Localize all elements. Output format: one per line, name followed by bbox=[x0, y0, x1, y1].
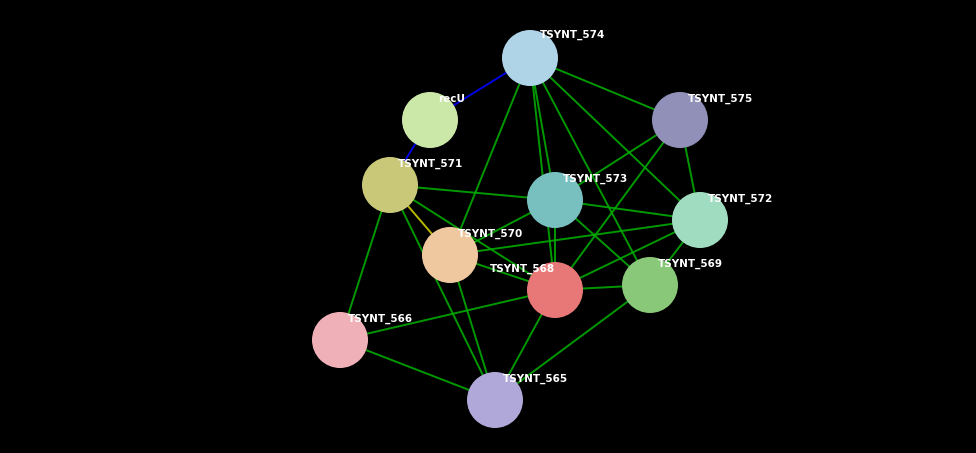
Circle shape bbox=[467, 372, 523, 428]
Circle shape bbox=[527, 172, 583, 228]
Text: TSYNT_571: TSYNT_571 bbox=[398, 159, 464, 169]
Text: TSYNT_570: TSYNT_570 bbox=[458, 229, 523, 239]
Text: TSYNT_572: TSYNT_572 bbox=[708, 194, 773, 204]
Text: TSYNT_569: TSYNT_569 bbox=[658, 259, 723, 269]
Text: TSYNT_575: TSYNT_575 bbox=[688, 94, 753, 104]
Circle shape bbox=[502, 30, 558, 86]
Circle shape bbox=[402, 92, 458, 148]
Circle shape bbox=[422, 227, 478, 283]
Text: TSYNT_573: TSYNT_573 bbox=[563, 174, 629, 184]
Text: TSYNT_568: TSYNT_568 bbox=[490, 264, 555, 274]
Text: TSYNT_574: TSYNT_574 bbox=[540, 30, 605, 40]
Circle shape bbox=[362, 157, 418, 213]
Circle shape bbox=[672, 192, 728, 248]
Text: TSYNT_566: TSYNT_566 bbox=[348, 314, 413, 324]
Circle shape bbox=[622, 257, 678, 313]
Circle shape bbox=[312, 312, 368, 368]
Text: TSYNT_565: TSYNT_565 bbox=[503, 374, 568, 384]
Circle shape bbox=[527, 262, 583, 318]
Circle shape bbox=[652, 92, 708, 148]
Text: recU: recU bbox=[438, 94, 465, 104]
